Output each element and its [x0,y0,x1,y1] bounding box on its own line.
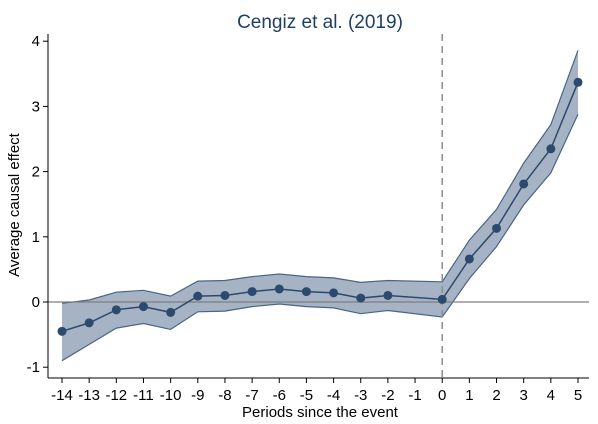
x-tick-label: -9 [191,387,204,404]
x-tick-label: -10 [160,387,182,404]
x-tick-label: -6 [273,387,286,404]
y-axis-title: Average causal effect [6,132,23,277]
y-tick-label: -1 [27,359,40,376]
estimate-point [573,77,583,87]
x-tick-label: -4 [327,387,340,404]
estimate-point [166,307,176,317]
x-tick-label: 1 [465,387,473,404]
confidence-band [62,50,578,361]
y-tick-label: 0 [32,294,40,311]
ci-upper-line [61,50,579,304]
x-tick-label: 2 [492,387,500,404]
x-tick-label: 5 [574,387,582,404]
x-tick-label: -5 [300,387,313,404]
y-tick-label: 1 [32,229,40,246]
estimate-point [301,287,311,297]
estimate-point [492,223,502,233]
estimate-point [519,179,529,189]
estimate-point [356,293,366,303]
estimate-point [329,288,339,298]
x-tick-label: 0 [438,387,446,404]
x-tick-label: 3 [520,387,528,404]
x-axis-title: Periods since the event [242,404,399,421]
estimate-point [84,318,94,328]
x-tick-label: -2 [381,387,394,404]
x-tick-label: -8 [218,387,231,404]
x-tick-label: -13 [78,387,100,404]
estimate-point [247,287,257,297]
y-tick-label: 2 [32,164,40,181]
x-tick-label: -3 [354,387,367,404]
estimate-point [274,284,284,294]
estimate-point [437,294,447,304]
x-tick-label: -1 [408,387,421,404]
estimate-point [383,290,393,300]
estimate-point [220,290,230,300]
ci-lower-line [61,113,579,362]
y-tick-label: 3 [32,98,40,115]
estimate-point [111,305,121,315]
estimate-point [546,144,556,154]
x-tick-label: -11 [133,387,154,404]
y-tick-label: 4 [32,33,40,50]
estimate-point [57,326,67,336]
estimate-point [464,254,474,264]
x-tick-label: -14 [51,387,73,404]
x-tick-label: -7 [245,387,258,404]
estimate-point [138,302,148,312]
chart-title: Cengiz et al. (2019) [237,12,403,33]
estimate-point [193,291,203,301]
x-tick-label: 4 [547,387,555,404]
x-tick-label: -12 [105,387,127,404]
